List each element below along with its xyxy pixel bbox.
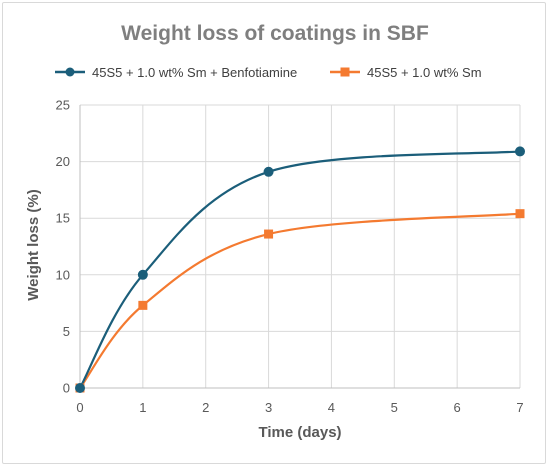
series-2-point bbox=[264, 229, 274, 239]
x-tick-label: 4 bbox=[328, 400, 335, 415]
x-tick-label: 5 bbox=[391, 400, 398, 415]
y-tick-label: 10 bbox=[56, 267, 70, 282]
series-1-point bbox=[515, 146, 525, 157]
y-tick-label: 5 bbox=[63, 324, 70, 339]
gridlines bbox=[79, 104, 521, 389]
series-2-point bbox=[138, 300, 148, 310]
series bbox=[75, 146, 525, 393]
x-tick-label: 2 bbox=[202, 400, 209, 415]
series-1-point bbox=[75, 383, 85, 393]
y-axis-title: Weight loss (%) bbox=[25, 189, 42, 300]
x-tick-label: 7 bbox=[516, 400, 523, 415]
legend-item-series-2: 45S5 + 1.0 wt% Sm bbox=[330, 65, 482, 80]
legend-item-series-1: 45S5 + 1.0 wt% Sm + Benfotiamine bbox=[55, 65, 297, 80]
legend-label-series-2: 45S5 + 1.0 wt% Sm bbox=[367, 65, 482, 80]
x-tick-label: 1 bbox=[139, 400, 146, 415]
y-tick-label: 25 bbox=[56, 98, 70, 113]
series-2-point bbox=[515, 209, 525, 219]
series-1-point bbox=[137, 269, 148, 280]
legend-marker-series-2 bbox=[340, 67, 350, 77]
y-tick-label: 0 bbox=[63, 381, 70, 396]
x-axis-title: Time (days) bbox=[258, 424, 341, 441]
x-tick-label: 6 bbox=[454, 400, 461, 415]
x-tick-label: 3 bbox=[265, 400, 272, 415]
tick-labels: 0 5 10 15 20 25 0 1 2 3 4 5 6 7 bbox=[56, 98, 524, 416]
series-line-2 bbox=[79, 212, 521, 389]
chart-title: Weight loss of coatings in SBF bbox=[121, 22, 429, 45]
legend: 45S5 + 1.0 wt% Sm + Benfotiamine 45S5 + … bbox=[55, 65, 482, 80]
y-tick-label: 15 bbox=[56, 211, 70, 226]
x-tick-label: 0 bbox=[76, 400, 83, 415]
legend-marker-series-1 bbox=[65, 67, 75, 77]
series-1-point bbox=[263, 166, 274, 177]
series-line-1 bbox=[79, 150, 521, 389]
y-tick-label: 20 bbox=[56, 154, 70, 169]
legend-label-series-1: 45S5 + 1.0 wt% Sm + Benfotiamine bbox=[92, 65, 297, 80]
